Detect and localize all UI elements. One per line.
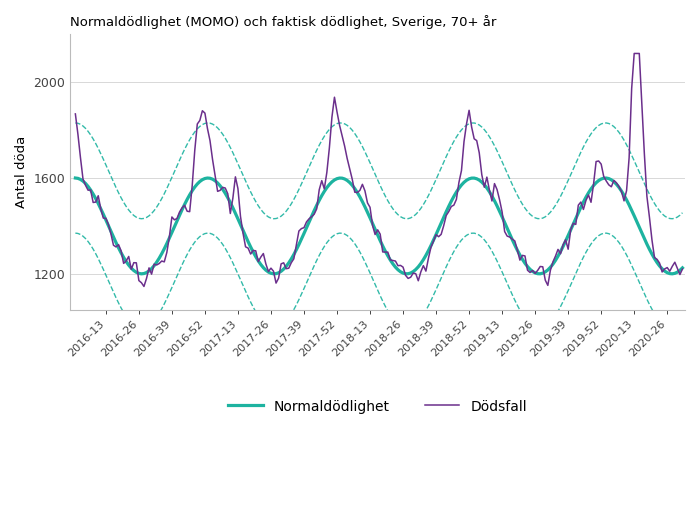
Normaldödlighet [112, 239, 120, 246]
Normaldödlighet [678, 265, 687, 271]
Normaldödlighet [71, 175, 80, 181]
Normaldödlighet [97, 205, 105, 212]
Text: Normaldödlighet (MOMO) och faktisk dödlighet, Sverige, 70+ år: Normaldödlighet (MOMO) och faktisk dödli… [70, 15, 497, 29]
Legend: Normaldödlighet, Dödsfall: Normaldödlighet, Dödsfall [223, 394, 533, 420]
Dödsfall [112, 244, 120, 250]
Normaldödlighet [638, 230, 646, 236]
Dödsfall [170, 217, 178, 223]
Dödsfall [678, 266, 687, 272]
Normaldödlighet [137, 271, 146, 277]
Normaldödlighet [170, 224, 178, 230]
Dödsfall [475, 150, 484, 156]
Line: Normaldödlighet: Normaldödlighet [76, 178, 682, 274]
Normaldödlighet [279, 266, 288, 272]
Dödsfall [630, 50, 638, 57]
Line: Dödsfall: Dödsfall [76, 54, 682, 286]
Y-axis label: Antal döda: Antal döda [15, 136, 28, 208]
Normaldödlighet [475, 177, 484, 183]
Dödsfall [97, 206, 105, 212]
Dödsfall [71, 111, 80, 117]
Dödsfall [279, 260, 288, 266]
Dödsfall [140, 283, 148, 289]
Dödsfall [640, 150, 649, 157]
